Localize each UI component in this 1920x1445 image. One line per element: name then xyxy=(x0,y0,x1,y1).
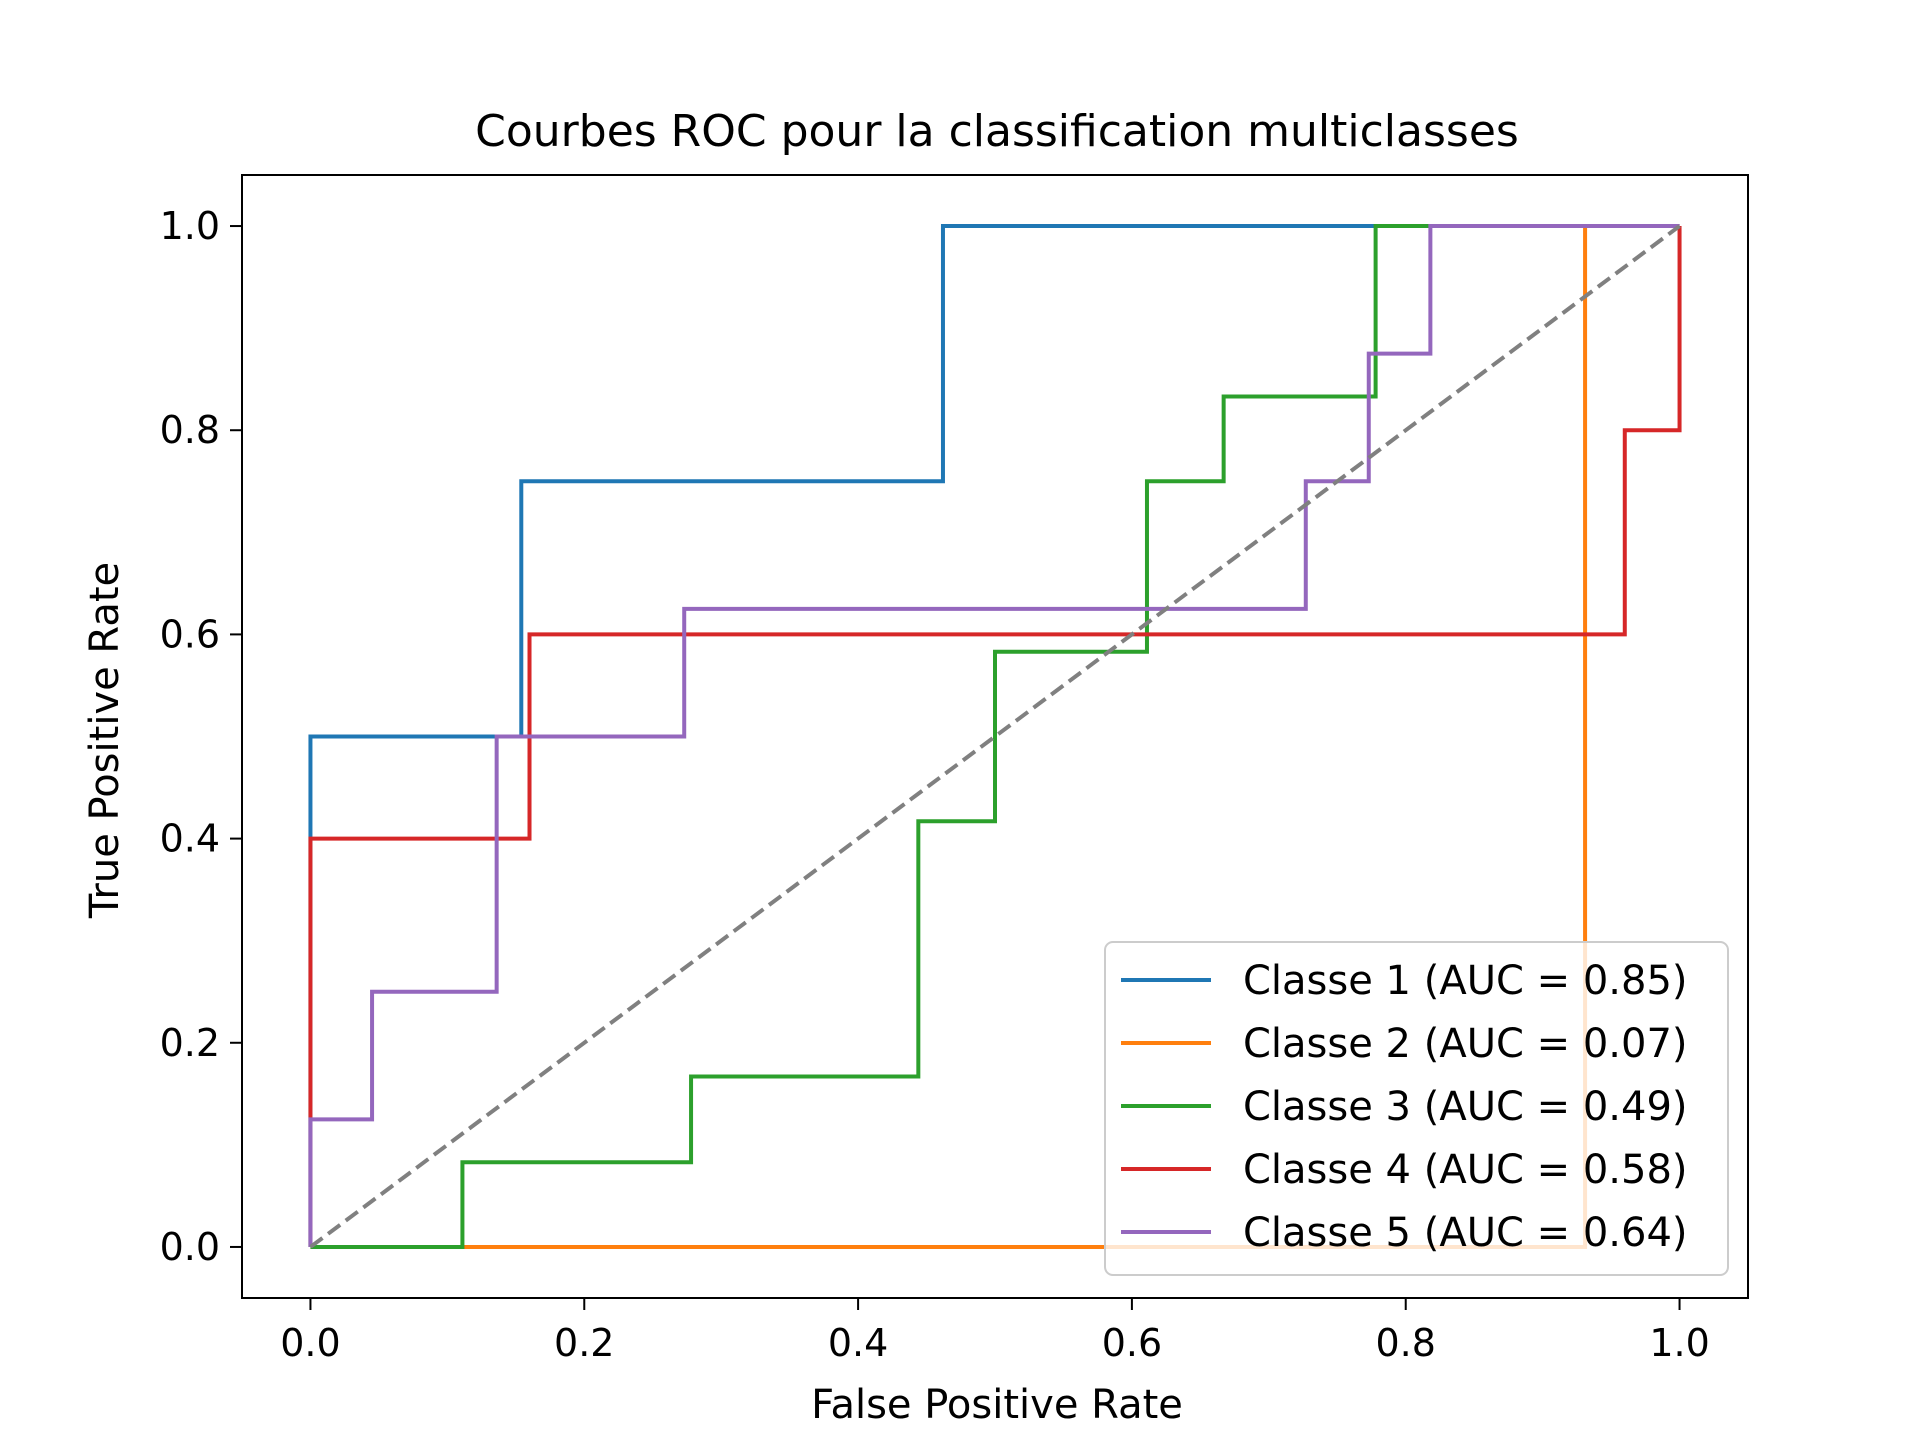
chart-title: Courbes ROC pour la classification multi… xyxy=(475,106,1519,157)
y-tick-label: 0.6 xyxy=(160,612,220,656)
x-tick-label: 1.0 xyxy=(1649,1321,1709,1365)
y-tick-label: 0.2 xyxy=(160,1021,220,1065)
y-tick-label: 0.8 xyxy=(160,408,220,452)
legend-label-classe-3: Classe 3 (AUC = 0.49) xyxy=(1243,1084,1688,1130)
x-tick-label: 0.4 xyxy=(828,1321,888,1365)
y-tick-label: 1.0 xyxy=(160,204,220,248)
x-axis-label: False Positive Rate xyxy=(811,1382,1183,1428)
series-line-classe-5 xyxy=(308,224,1680,1247)
series-lines xyxy=(308,224,1682,1249)
series-line-classe-3 xyxy=(310,224,1680,1249)
legend-label-classe-5: Classe 5 (AUC = 0.64) xyxy=(1243,1210,1688,1256)
x-tick-label: 0.0 xyxy=(280,1321,340,1365)
axes: 0.0 0.2 0.4 0.6 0.8 1.0 0.0 0.2 0.4 0.6 0.8 1.0 xyxy=(160,174,1749,1365)
legend-label-classe-1: Classe 1 (AUC = 0.85) xyxy=(1243,958,1688,1004)
legend-box xyxy=(1104,941,1729,1276)
y-tick-label: 0.0 xyxy=(160,1225,220,1269)
legend-label-classe-4: Classe 4 (AUC = 0.58) xyxy=(1243,1147,1688,1193)
y-tick-label: 0.4 xyxy=(160,817,220,861)
plot-area xyxy=(308,224,1682,1249)
x-tick-label: 0.6 xyxy=(1102,1321,1162,1365)
x-tick-label: 0.2 xyxy=(554,1321,614,1365)
y-axis-label: True Positive Rate xyxy=(82,562,128,919)
series-line-classe-1 xyxy=(308,224,1680,1247)
legend-label-classe-2: Classe 2 (AUC = 0.07) xyxy=(1243,1021,1688,1067)
legend: Classe 1 (AUC = 0.85) Classe 2 (AUC = 0.0… xyxy=(1104,941,1729,1276)
plot-frame xyxy=(241,174,1749,1299)
x-tick-label: 0.8 xyxy=(1376,1321,1436,1365)
series-line-classe-4 xyxy=(308,226,1682,1247)
